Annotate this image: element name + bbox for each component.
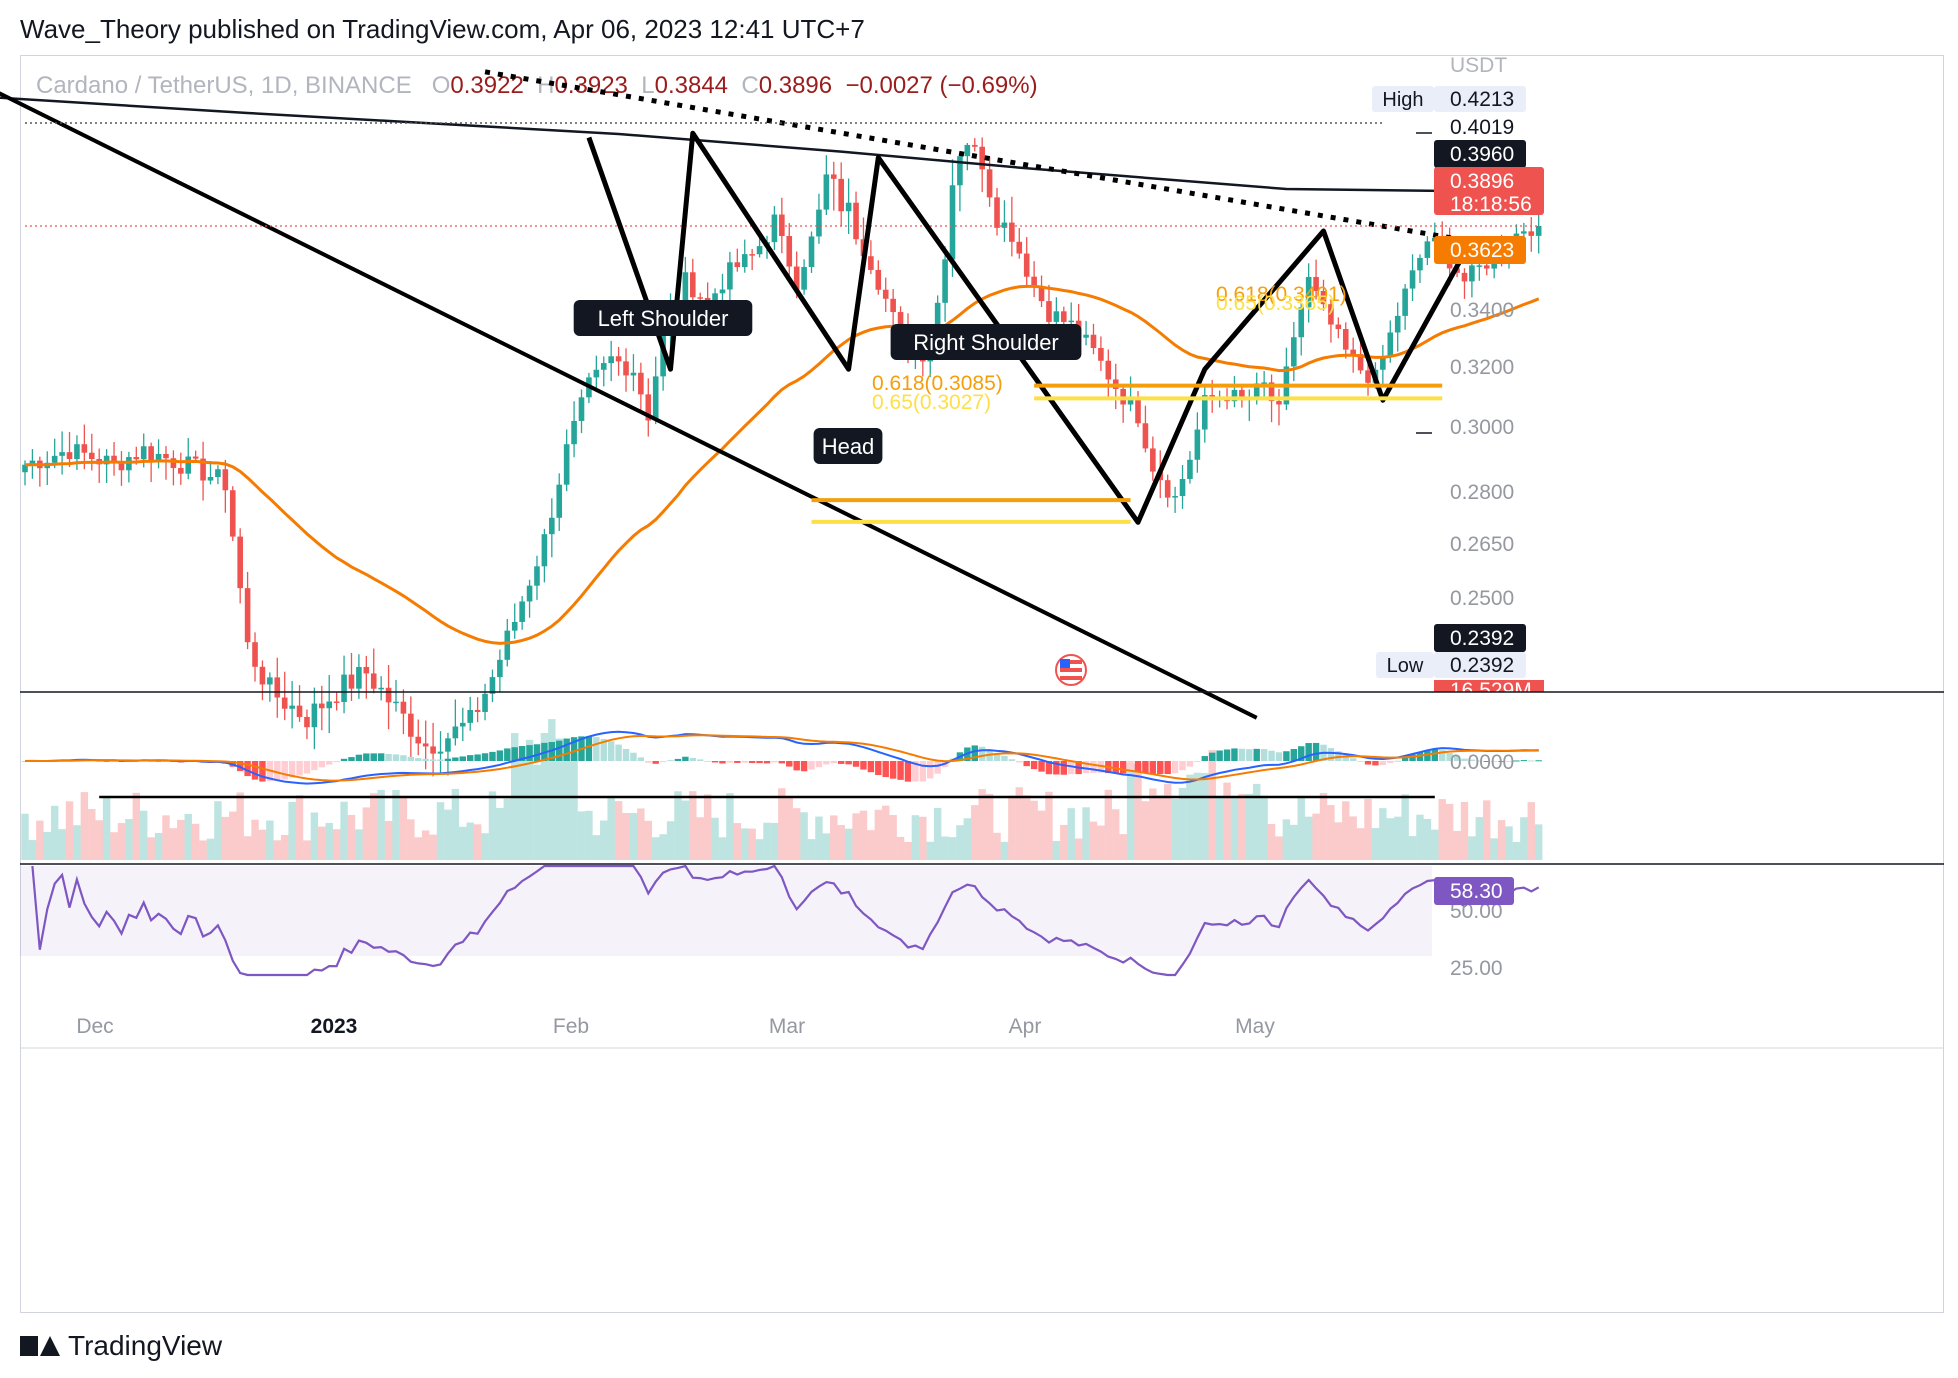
open-label: O [431, 72, 451, 99]
change-value: −0.0027 (−0.69%) [845, 72, 1038, 99]
symbol-legend: Cardano / TetherUS, 1D, BINANCE O0.3922 … [36, 72, 1038, 100]
chart-frame [20, 55, 1944, 1313]
close-value: 0.3896 [758, 72, 833, 99]
publisher-header: Wave_Theory published on TradingView.com… [20, 14, 865, 44]
high-label-text: H [537, 72, 555, 99]
low-value: 0.3844 [654, 72, 729, 99]
open-value: 0.3922 [450, 72, 524, 99]
close-label: C [741, 72, 759, 99]
low-label-text: L [641, 72, 655, 99]
tradingview-logo-icon [20, 1334, 60, 1358]
symbol-name[interactable]: Cardano / TetherUS, 1D, BINANCE [36, 72, 412, 99]
tradingview-footer: TradingView [20, 1330, 222, 1362]
high-value: 0.3923 [554, 72, 628, 99]
footer-brand: TradingView [68, 1330, 223, 1361]
